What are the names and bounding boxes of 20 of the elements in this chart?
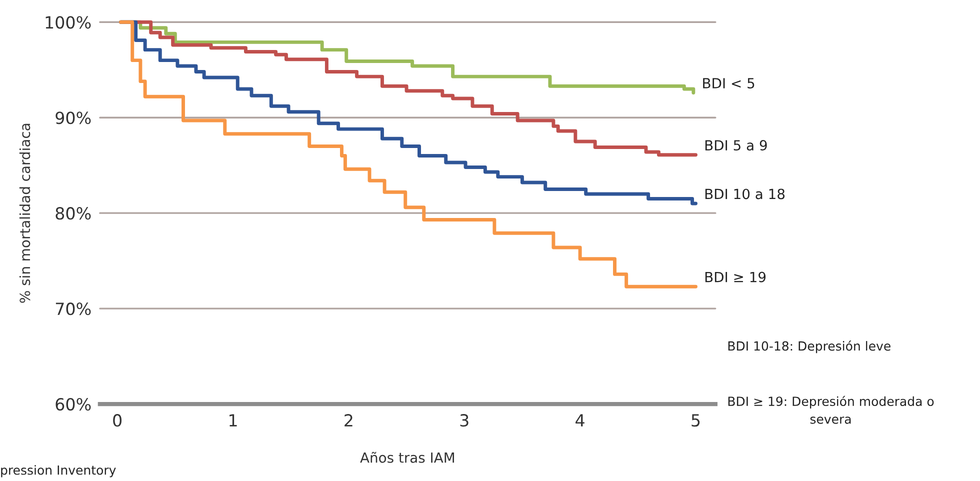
x-tick-label: 1	[230, 414, 237, 426]
y-tick-label: 60%	[56, 398, 91, 411]
text: BDI 10-18: Depresión leve	[728, 340, 890, 354]
x-tick-label: 3	[460, 414, 468, 427]
series-label: BDI ≥ 19	[705, 272, 766, 282]
x-tick-label: 5	[692, 414, 700, 427]
x-tick-label: 0	[113, 414, 122, 427]
x-tick-label: 4	[576, 414, 584, 426]
series-label: BDI 5 a 9	[705, 140, 767, 151]
y-tick-label: 70%	[56, 302, 91, 316]
series-label: BDI < 5	[703, 78, 754, 88]
y-axis-title: % sin mortalidad cardiaca	[19, 124, 30, 303]
x-axis-title: Años tras IAM	[360, 452, 454, 463]
text: pression Inventory	[1, 465, 116, 478]
y-tick-label: 90%	[56, 112, 91, 124]
y-tick-label: 100%	[46, 16, 91, 29]
x-tick-label: 2	[344, 414, 352, 426]
y-tick-label: 80%	[56, 207, 91, 220]
text: BDI ≥ 19: Depresión moderada o severa	[728, 396, 934, 424]
series-label: BDI 10 a 18	[705, 188, 785, 200]
